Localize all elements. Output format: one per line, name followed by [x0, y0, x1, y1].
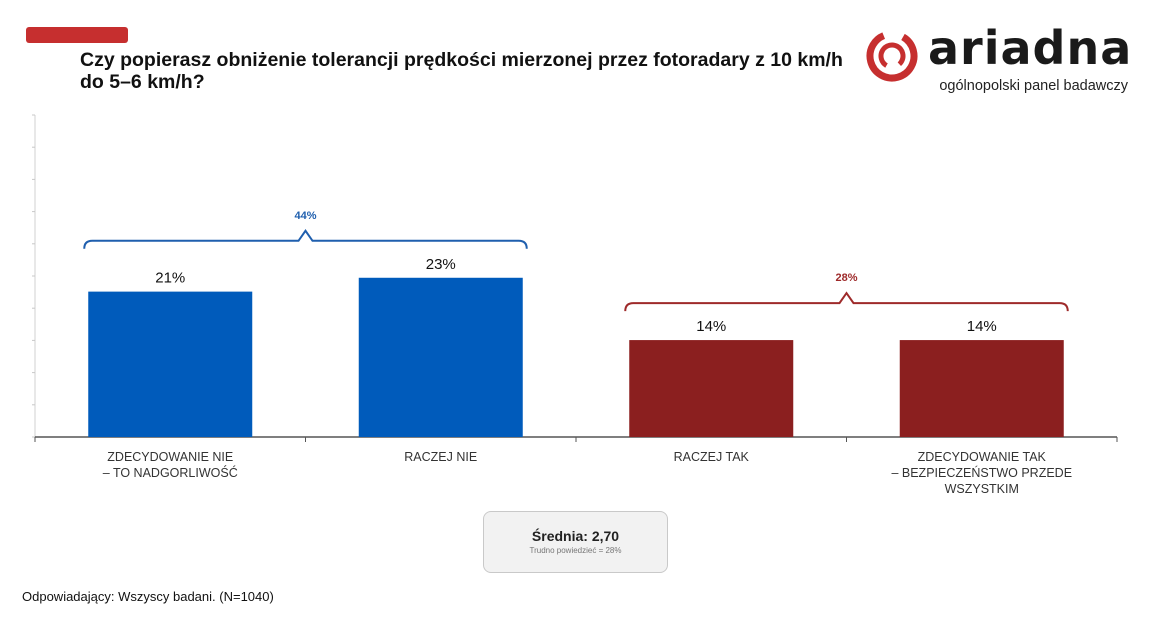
x-tick-label: RACZEJ NIE	[404, 450, 477, 464]
x-tick-label: RACZEJ TAK	[674, 450, 750, 464]
x-tick-label: WSZYSTKIM	[945, 482, 1019, 496]
bar-value-label: 23%	[426, 256, 456, 273]
logo-wordmark: ariadna	[928, 21, 1133, 75]
bar-value-label: 14%	[967, 318, 997, 335]
bar	[629, 340, 794, 437]
x-tick-label: ZDECYDOWANIE TAK	[918, 450, 1047, 464]
ariadna-logo: ariadna ogólnopolski panel badawczy	[862, 21, 1133, 98]
mean-value: Średnia: 2,70	[531, 528, 620, 544]
chart-title: Czy popierasz obniżenie tolerancji prędk…	[80, 49, 843, 93]
group-brace	[624, 291, 1069, 312]
x-tick-label: ZDECYDOWANIE NIE	[107, 450, 233, 464]
x-tick-label: – BEZPIECZEŃSTWO PRZEDE	[891, 465, 1072, 480]
bar	[88, 291, 253, 437]
logo-tagline: ogólnopolski panel badawczy	[939, 78, 1128, 94]
dont-know-note: Trudno powiedzieć = 28%	[529, 546, 622, 555]
group-total-label: 44%	[294, 210, 316, 222]
bar	[899, 340, 1064, 437]
bar-value-label: 14%	[696, 318, 726, 335]
bar	[358, 277, 523, 437]
group-total-label: 28%	[835, 272, 857, 284]
mean-summary-box: Średnia: 2,70 Trudno powiedzieć = 28%	[483, 511, 668, 573]
x-tick-label: – TO NADGORLIWOŚĆ	[103, 465, 238, 480]
group-brace	[83, 229, 528, 249]
bar-value-label: 21%	[155, 270, 185, 287]
base-footnote: Odpowiadający: Wszyscy badani. (N=1040)	[22, 589, 274, 604]
accent-bar	[26, 27, 128, 43]
ariadna-logo-icon	[866, 30, 918, 82]
